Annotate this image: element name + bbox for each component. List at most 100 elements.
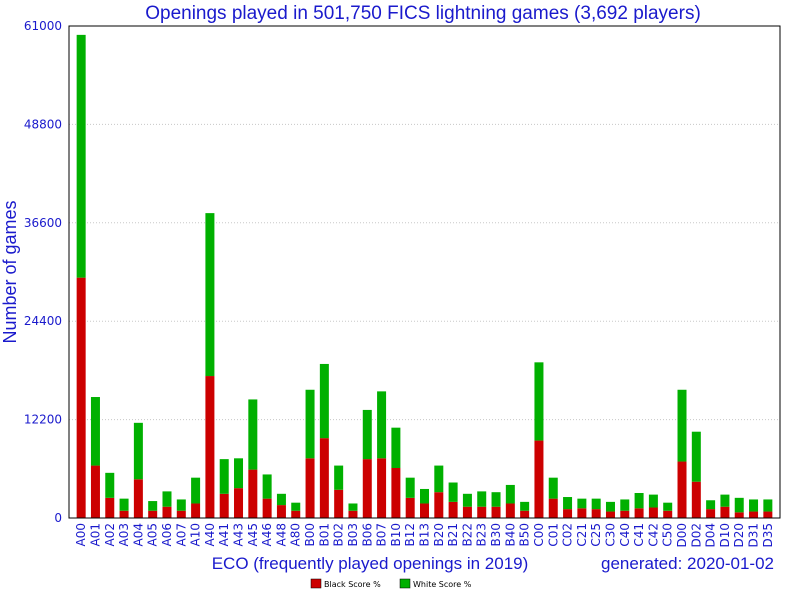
x-tick-label: B21 — [446, 523, 460, 547]
x-tick-label: D35 — [761, 523, 775, 548]
bar-white-a48 — [276, 493, 286, 506]
x-tick-label: C30 — [603, 523, 617, 547]
x-tick-label: A06 — [160, 523, 174, 546]
x-axis-label: ECO (frequently played openings in 2019) — [212, 554, 529, 573]
bar-black-b06 — [362, 459, 372, 518]
bar-white-c00 — [534, 362, 544, 441]
bar-black-b22 — [462, 506, 472, 518]
y-tick-label: 48800 — [24, 117, 62, 131]
bar-black-b20 — [434, 492, 444, 518]
bar-white-d35 — [763, 499, 773, 512]
bar-white-c21 — [577, 498, 587, 509]
bar-black-a10 — [191, 503, 201, 518]
bar-black-a43 — [234, 488, 244, 518]
x-tick-label: D20 — [732, 523, 746, 548]
x-tick-label: A03 — [117, 523, 131, 546]
bar-white-a41 — [219, 459, 229, 494]
bar-black-b01 — [319, 438, 329, 518]
x-tick-label: A02 — [103, 523, 117, 546]
bar-black-d04 — [706, 509, 716, 518]
y-tick-label: 36600 — [24, 216, 62, 230]
x-tick-label: B50 — [518, 523, 532, 547]
x-tick-label: A80 — [289, 523, 303, 546]
bar-white-b07 — [377, 391, 387, 459]
bar-white-c41 — [634, 492, 644, 509]
bar-black-b13 — [420, 503, 429, 518]
bar-white-b23 — [477, 491, 487, 507]
chart-title: Openings played in 501,750 FICS lightnin… — [145, 3, 701, 24]
x-tick-label: C41 — [632, 523, 646, 547]
x-tick-label: A45 — [246, 523, 260, 546]
bar-white-d00 — [677, 389, 687, 462]
legend-swatch-black — [310, 578, 322, 589]
bar-white-a40 — [205, 213, 215, 377]
bar-white-a01 — [90, 397, 100, 466]
bar-white-b20 — [434, 465, 444, 493]
bar-black-a06 — [162, 506, 172, 518]
bar-white-b00 — [305, 389, 315, 459]
bar-black-a01 — [90, 465, 100, 518]
x-tick-label: C02 — [561, 523, 575, 547]
plot-frame — [68, 25, 781, 519]
y-tick-label: 61000 — [24, 19, 62, 33]
bar-black-c42 — [648, 507, 658, 518]
bar-black-b12 — [405, 497, 415, 518]
legend-swatch-white — [399, 578, 411, 589]
bar-black-b21 — [448, 501, 458, 518]
bar-black-d00 — [677, 461, 687, 518]
x-tick-label: A05 — [146, 523, 160, 546]
x-tick-label: D10 — [718, 523, 732, 548]
bar-black-c41 — [634, 508, 644, 518]
bar-black-c50 — [663, 510, 673, 518]
bar-black-c01 — [548, 498, 558, 518]
bar-black-c25 — [591, 509, 601, 518]
bar-black-c30 — [605, 511, 615, 518]
x-tick-label: B40 — [503, 523, 517, 547]
bar-black-b02 — [334, 489, 344, 518]
bar-white-d02 — [691, 431, 701, 482]
bar-black-c02 — [563, 509, 573, 518]
bar-white-a06 — [162, 491, 172, 507]
bar-white-d04 — [706, 500, 716, 510]
bar-white-c40 — [620, 499, 630, 511]
x-tick-label: C00 — [532, 523, 546, 547]
x-tick-label: B22 — [460, 523, 474, 547]
x-tick-label: B10 — [389, 523, 403, 547]
x-tick-label: C40 — [618, 523, 632, 547]
bar-black-d10 — [720, 506, 730, 518]
bar-white-a10 — [191, 477, 201, 504]
bar-white-a07 — [176, 499, 186, 511]
bar-white-b10 — [391, 427, 401, 468]
bar-white-a05 — [148, 501, 158, 511]
y-tick-label: 12200 — [24, 413, 62, 427]
x-tick-label: A07 — [174, 523, 188, 546]
x-tick-label: B00 — [303, 523, 317, 547]
bar-white-a04 — [133, 422, 143, 480]
bar-black-c00 — [534, 440, 544, 518]
x-tick-label: C21 — [575, 523, 589, 547]
bar-black-b00 — [305, 458, 315, 518]
x-tick-label: B30 — [489, 523, 503, 547]
bar-white-b03 — [348, 503, 358, 511]
bar-black-a00 — [76, 277, 86, 518]
bar-black-c21 — [577, 508, 587, 518]
x-tick-label: B02 — [332, 523, 346, 547]
bar-black-d02 — [691, 481, 701, 518]
x-tick-label: A10 — [189, 523, 203, 546]
bar-white-c02 — [563, 497, 573, 510]
bar-black-a46 — [262, 498, 272, 518]
bar-black-b40 — [505, 503, 515, 518]
bar-black-d20 — [734, 512, 744, 518]
x-tick-label: C50 — [661, 523, 675, 547]
x-tick-label: D00 — [675, 523, 689, 548]
bar-white-b40 — [505, 484, 515, 504]
bar-white-b21 — [448, 482, 458, 502]
x-axis-ticks: A00 A01 A02 A03 A04 A05 A06 A07 A10 A40 A41 A43 A45 A… — [74, 523, 775, 548]
bar-black-b30 — [491, 506, 501, 518]
x-tick-label: A48 — [274, 523, 288, 546]
y-axis-ticks: 0 12200 24400 36600 48800 61000 — [24, 19, 62, 525]
bars-group — [76, 34, 773, 518]
bar-black-b50 — [520, 510, 530, 518]
